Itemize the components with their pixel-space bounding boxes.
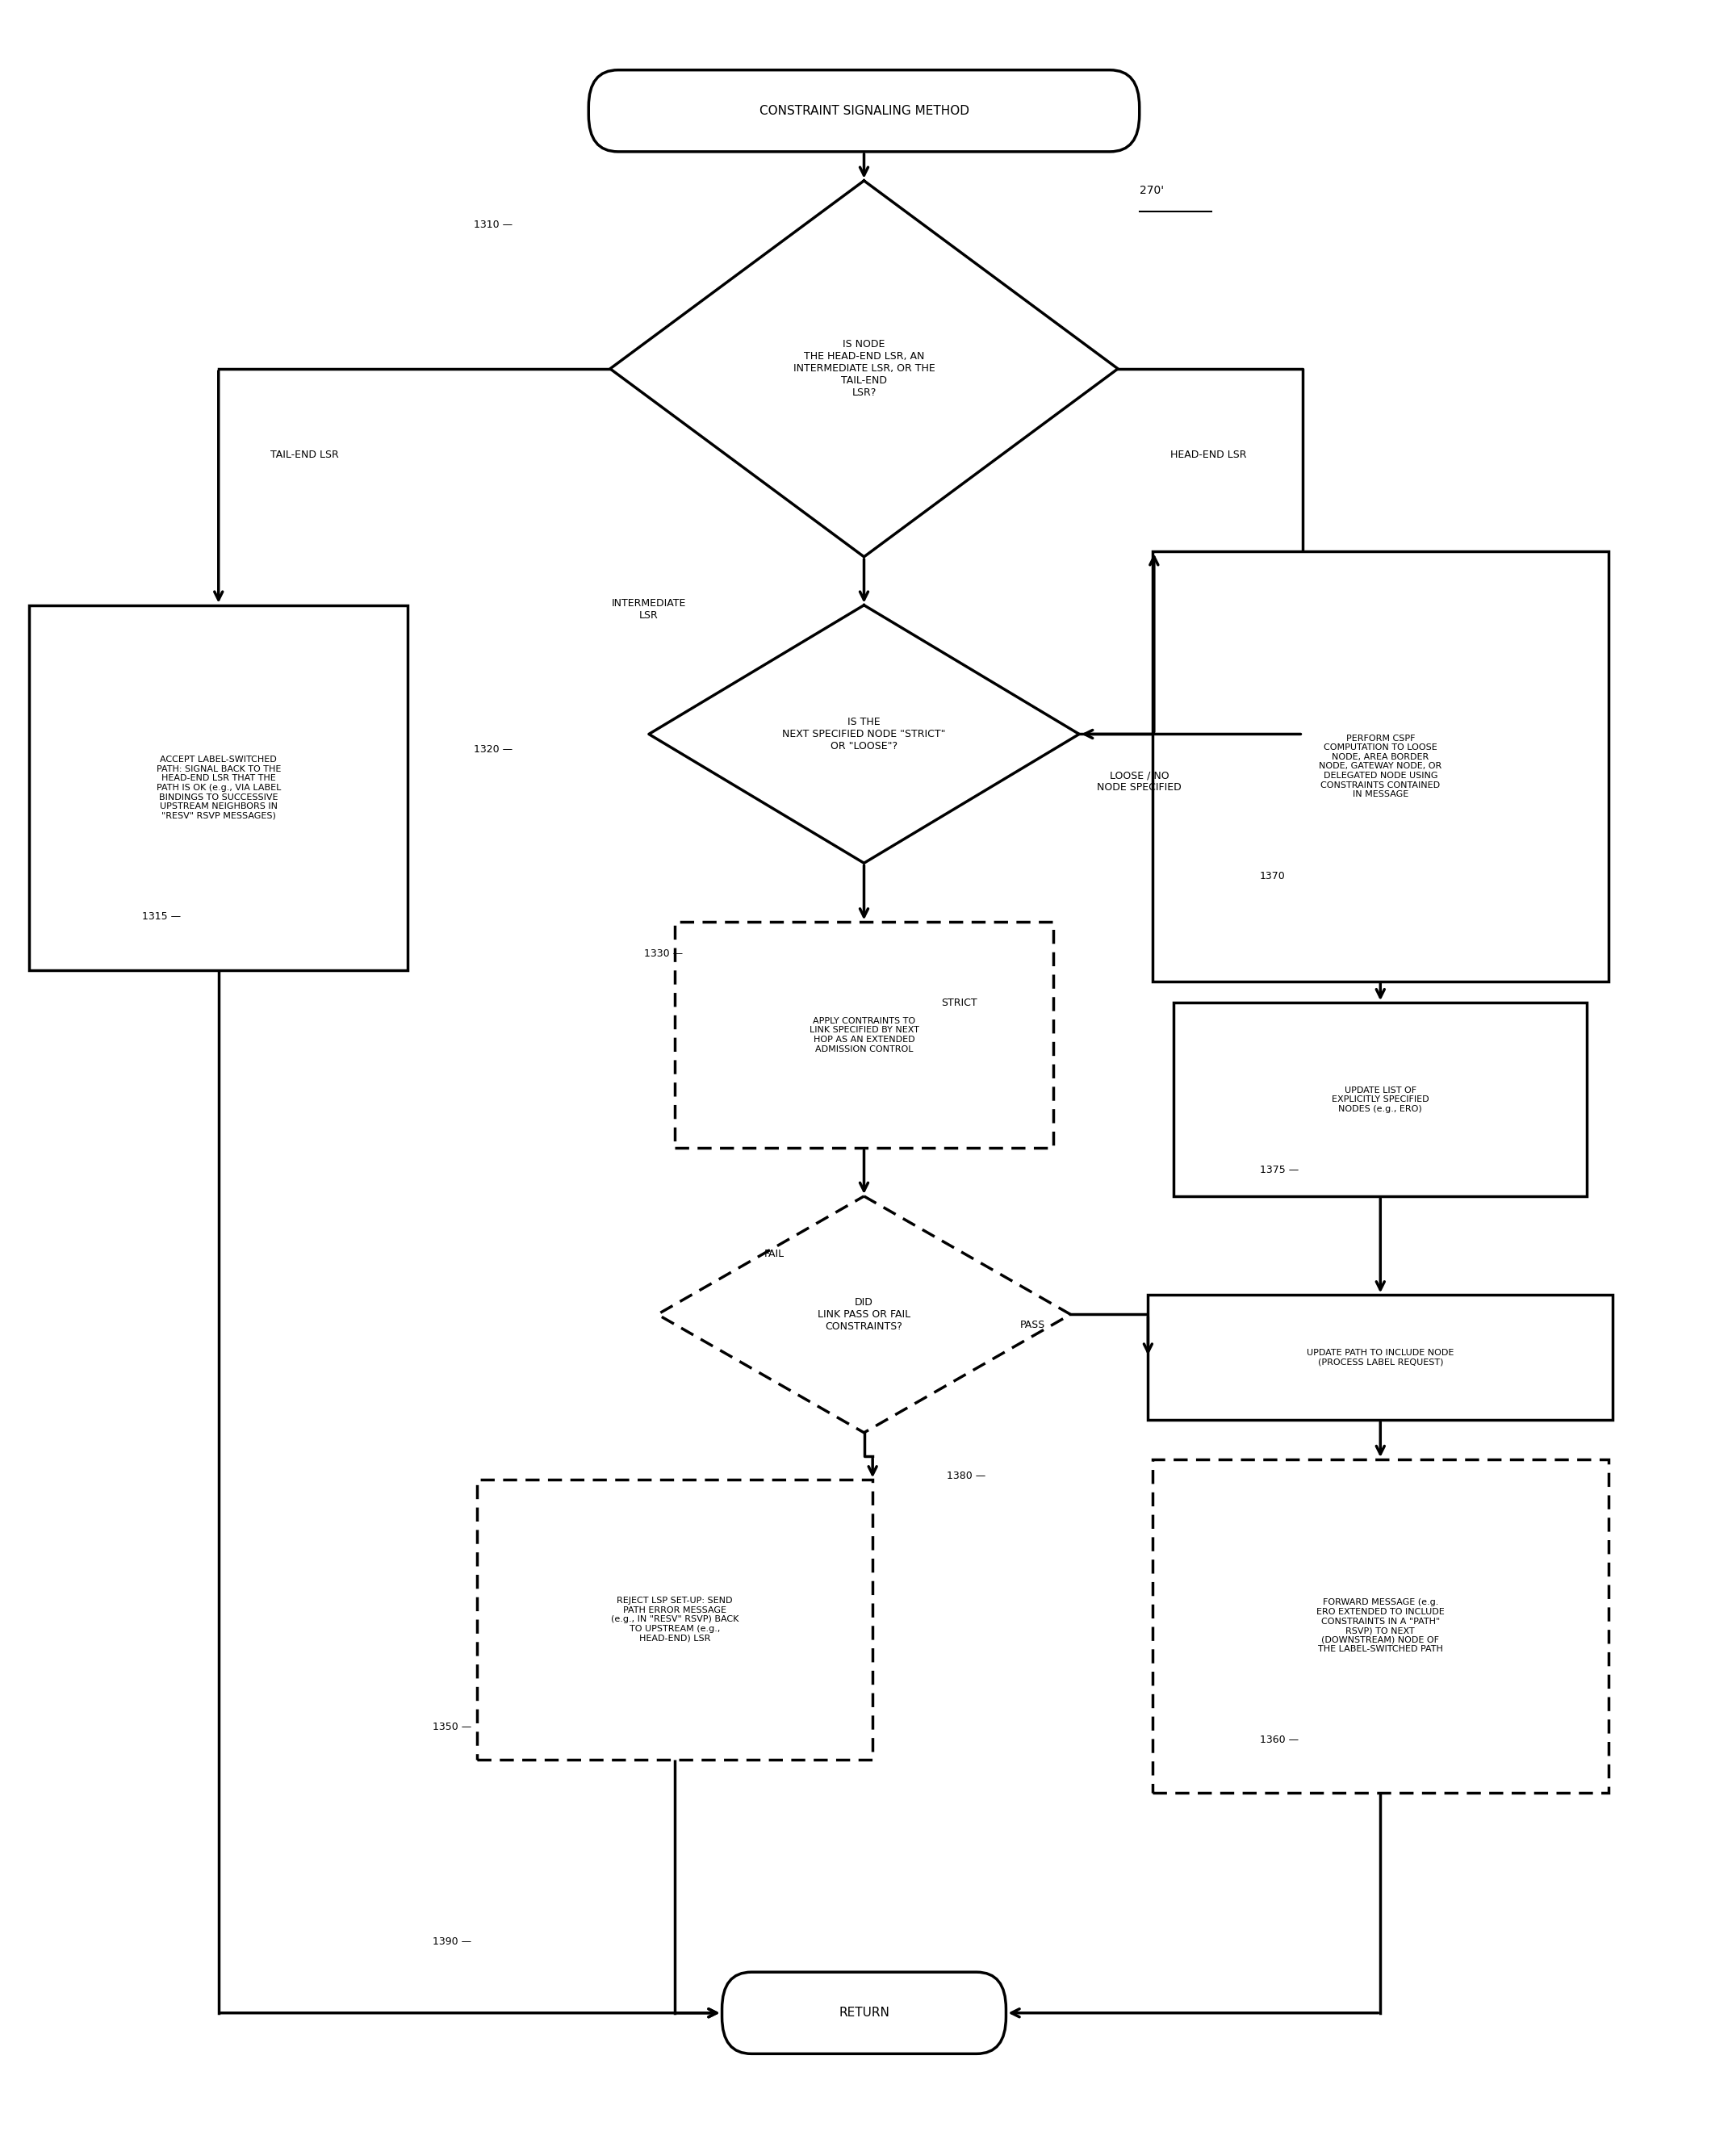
Text: STRICT: STRICT [942, 998, 978, 1009]
Text: 270': 270' [1139, 185, 1163, 196]
Text: UPDATE PATH TO INCLUDE NODE
(PROCESS LABEL REQUEST): UPDATE PATH TO INCLUDE NODE (PROCESS LAB… [1306, 1350, 1453, 1367]
FancyBboxPatch shape [722, 1973, 1006, 2055]
Text: FORWARD MESSAGE (e.g.
ERO EXTENDED TO INCLUDE
CONSTRAINTS IN A "PATH"
RSVP) TO N: FORWARD MESSAGE (e.g. ERO EXTENDED TO IN… [1317, 1598, 1445, 1654]
Text: 1375 —: 1375 — [1260, 1164, 1299, 1175]
Bar [1147, 1296, 1612, 1421]
Text: APPLY CONTRAINTS TO
LINK SPECIFIED BY NEXT
HOP AS AN EXTENDED
ADMISSION CONTROL: APPLY CONTRAINTS TO LINK SPECIFIED BY NE… [809, 1018, 919, 1052]
Text: 1380 —: 1380 — [947, 1470, 985, 1481]
Text: IS NODE
THE HEAD-END LSR, AN
INTERMEDIATE LSR, OR THE
TAIL-END
LSR?: IS NODE THE HEAD-END LSR, AN INTERMEDIAT… [793, 338, 935, 399]
Bar [1173, 1003, 1586, 1197]
Text: ACCEPT LABEL-SWITCHED
PATH: SIGNAL BACK TO THE
HEAD-END LSR THAT THE
PATH IS OK : ACCEPT LABEL-SWITCHED PATH: SIGNAL BACK … [156, 757, 282, 819]
Polygon shape [648, 606, 1080, 862]
Bar [674, 923, 1054, 1147]
Text: LOOSE / NO
NODE SPECIFIED: LOOSE / NO NODE SPECIFIED [1097, 770, 1182, 793]
Bar [477, 1479, 873, 1759]
Text: FAIL: FAIL [764, 1248, 785, 1259]
Text: RETURN: RETURN [838, 2007, 890, 2018]
Text: REJECT LSP SET-UP: SEND
PATH ERROR MESSAGE
(e.g., IN "RESV" RSVP) BACK
TO UPSTRE: REJECT LSP SET-UP: SEND PATH ERROR MESSA… [610, 1598, 738, 1643]
Text: 1310 —: 1310 — [473, 220, 513, 231]
Text: 1320 —: 1320 — [473, 744, 513, 755]
Bar [1153, 552, 1609, 981]
Text: INTERMEDIATE
LSR: INTERMEDIATE LSR [612, 597, 686, 621]
Polygon shape [610, 181, 1118, 556]
Text: 1315 —: 1315 — [142, 912, 181, 923]
Text: DID
LINK PASS OR FAIL
CONSTRAINTS?: DID LINK PASS OR FAIL CONSTRAINTS? [817, 1298, 911, 1332]
FancyBboxPatch shape [589, 69, 1139, 151]
Text: 1360 —: 1360 — [1260, 1736, 1299, 1744]
Bar [29, 606, 408, 970]
Text: UPDATE LIST OF
EXPLICITLY SPECIFIED
NODES (e.g., ERO): UPDATE LIST OF EXPLICITLY SPECIFIED NODE… [1332, 1087, 1429, 1112]
Bar [1153, 1460, 1609, 1792]
Text: TAIL-END LSR: TAIL-END LSR [270, 448, 339, 459]
Text: PERFORM CSPF
COMPUTATION TO LOOSE
NODE, AREA BORDER
NODE, GATEWAY NODE, OR
DELEG: PERFORM CSPF COMPUTATION TO LOOSE NODE, … [1318, 735, 1441, 798]
Text: CONSTRAINT SIGNALING METHOD: CONSTRAINT SIGNALING METHOD [759, 106, 969, 116]
Text: PASS: PASS [1020, 1319, 1045, 1330]
Text: 1390 —: 1390 — [432, 1936, 472, 1947]
Text: 1330 —: 1330 — [645, 949, 683, 959]
Text: 1350 —: 1350 — [432, 1723, 472, 1731]
Polygon shape [657, 1197, 1071, 1432]
Text: IS THE
NEXT SPECIFIED NODE "STRICT"
OR "LOOSE"?: IS THE NEXT SPECIFIED NODE "STRICT" OR "… [783, 716, 945, 752]
Text: 1370: 1370 [1260, 871, 1286, 882]
Text: HEAD-END LSR: HEAD-END LSR [1170, 448, 1246, 459]
